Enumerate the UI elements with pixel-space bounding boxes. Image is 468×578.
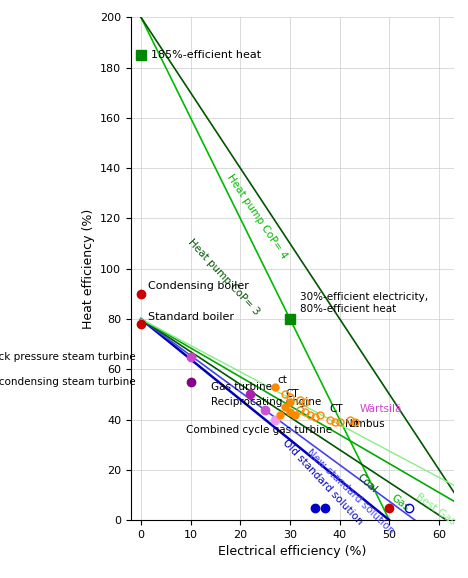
Text: Gas turbine: Gas turbine bbox=[211, 382, 271, 392]
Text: 30%-efficient electricity,
80%-efficient heat: 30%-efficient electricity, 80%-efficient… bbox=[300, 292, 428, 314]
Text: Heat pump CoP= 4: Heat pump CoP= 4 bbox=[226, 173, 290, 261]
Text: CT: CT bbox=[330, 404, 344, 414]
Text: Best Gas: Best Gas bbox=[414, 492, 458, 527]
Text: Standard boiler: Standard boiler bbox=[148, 312, 234, 321]
Text: Old standard solution: Old standard solution bbox=[280, 438, 364, 527]
Text: ct: ct bbox=[350, 419, 359, 429]
Text: CT: CT bbox=[285, 389, 299, 399]
X-axis label: Electrical efficiency (%): Electrical efficiency (%) bbox=[218, 546, 367, 558]
Y-axis label: Heat efficiency (%): Heat efficiency (%) bbox=[81, 209, 95, 329]
Text: Back pressure steam turbine: Back pressure steam turbine bbox=[0, 352, 136, 362]
Text: Wärtsilä: Wärtsilä bbox=[359, 404, 402, 414]
Text: Heat pump CoP= 3: Heat pump CoP= 3 bbox=[186, 237, 261, 317]
Text: Nimbus: Nimbus bbox=[344, 419, 384, 429]
Text: Gas: Gas bbox=[389, 492, 411, 513]
Text: 185%-efficient heat: 185%-efficient heat bbox=[151, 50, 261, 60]
Text: New standard solution: New standard solution bbox=[305, 447, 396, 536]
Text: Reciprocating engine: Reciprocating engine bbox=[211, 397, 321, 407]
Text: Combined cycle gas turbine: Combined cycle gas turbine bbox=[186, 425, 332, 435]
Text: Coal: Coal bbox=[355, 473, 379, 495]
Text: ct: ct bbox=[278, 375, 287, 385]
Text: Pass out condensing steam turbine: Pass out condensing steam turbine bbox=[0, 377, 136, 387]
Text: Condensing boiler: Condensing boiler bbox=[148, 281, 249, 291]
